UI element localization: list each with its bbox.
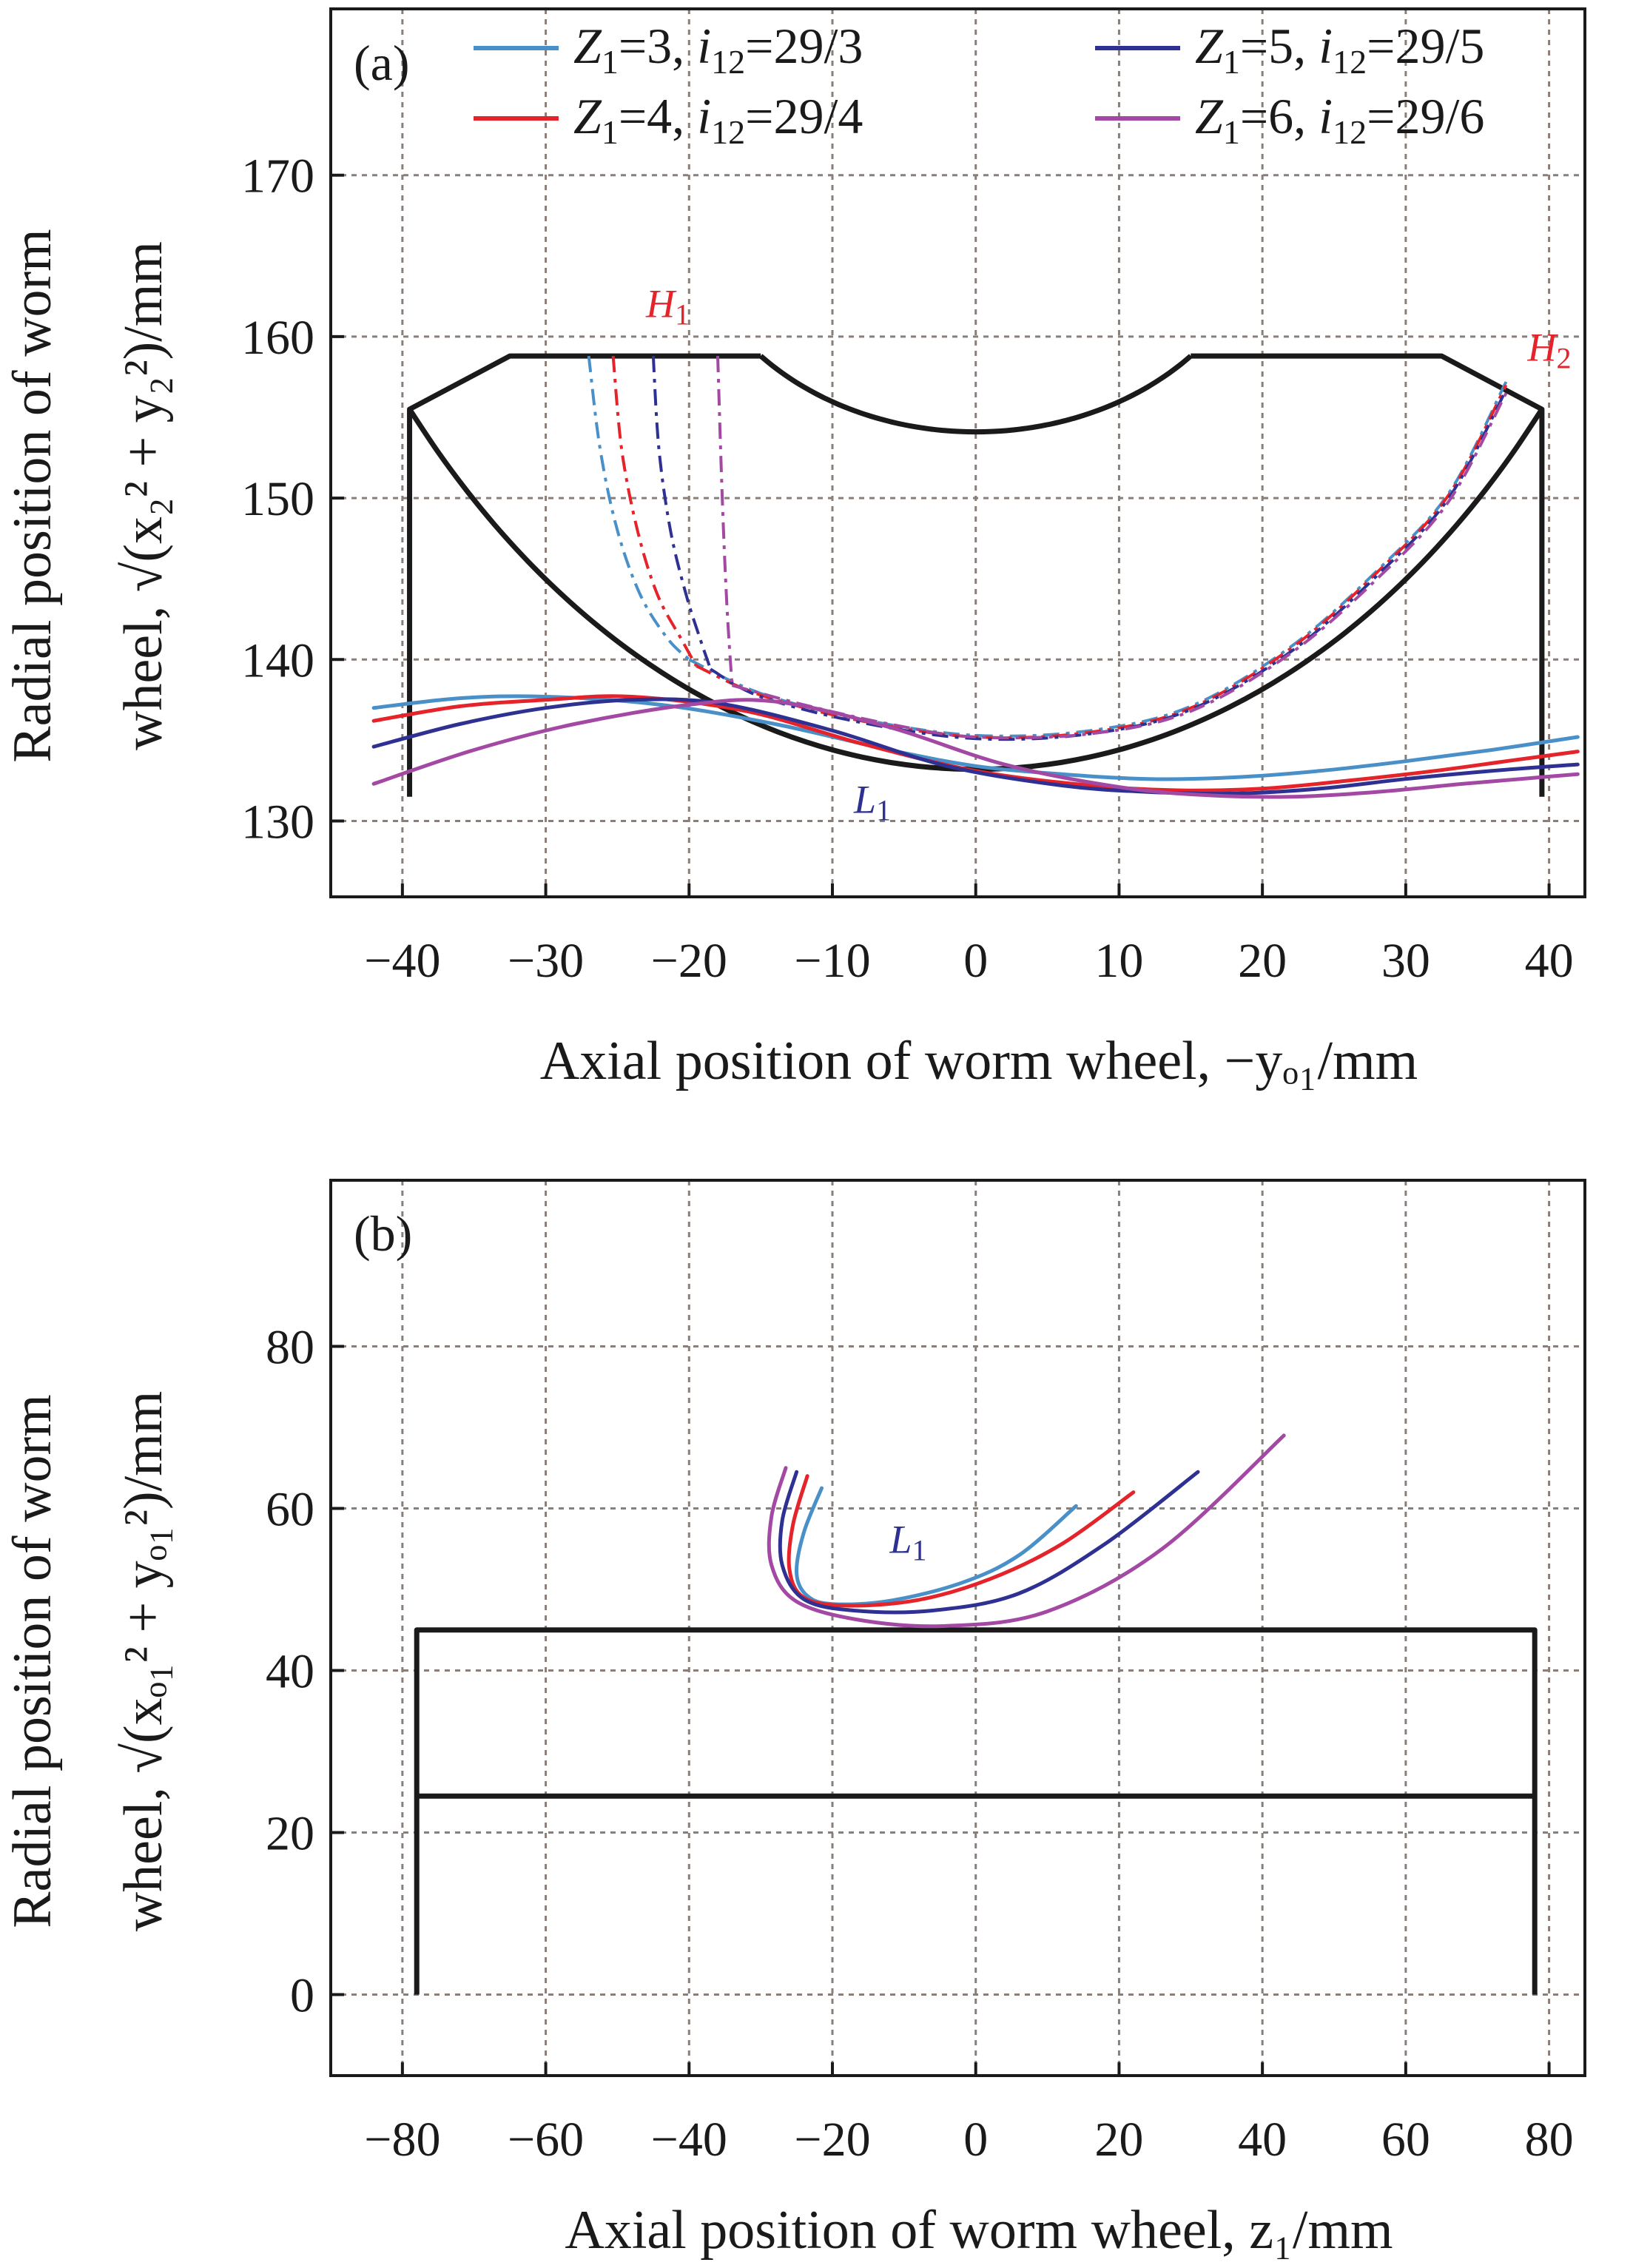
series-a-2-curve xyxy=(371,697,1580,796)
x-tick-label-b-0: −80 xyxy=(364,2113,440,2167)
x-tick-label-b-4: 0 xyxy=(963,2113,988,2167)
series-a-0-boundary-curve xyxy=(587,355,690,661)
x-tick-label-b-1: −60 xyxy=(508,2113,584,2167)
panel-label-b: (b) xyxy=(354,1205,412,1262)
x-tick-label-a-7: 30 xyxy=(1381,934,1430,988)
series-b-2-curve xyxy=(778,1470,1200,1615)
panel-label-a: (a) xyxy=(354,35,409,91)
x-tick-label-b-3: −20 xyxy=(794,2113,870,2167)
legend-a: Z1=3, i12=29/3 Z1=4, i12=29/4 Z1=5, i12=29… xyxy=(474,18,1484,151)
x-tick-label-a-1: −30 xyxy=(508,934,584,988)
annotation-a-2: L1 xyxy=(853,778,891,827)
worm-wheel-outline-a xyxy=(407,353,1545,797)
x-tick-label-a-3: −10 xyxy=(794,934,870,988)
x-axis-label-a: Axial position of worm wheel, −yₒ₁/mm xyxy=(540,1031,1418,1091)
x-tick-label-a-2: −20 xyxy=(651,934,727,988)
series-a-1-contact-curve xyxy=(696,384,1508,739)
x-tick-label-a-0: −40 xyxy=(364,934,440,988)
plot-frame-b xyxy=(329,1179,1586,2077)
outline-segment-a-1 xyxy=(1191,353,1545,797)
contact-lines-a xyxy=(371,355,1580,799)
y-tick-label-a-4: 170 xyxy=(241,149,314,203)
x-tick-label-a-6: 20 xyxy=(1238,934,1287,988)
legend-label-3: Z1=6, i12=29/6 xyxy=(1195,88,1484,151)
legend-label-0: Z1=3, i12=29/3 xyxy=(573,18,863,81)
x-tick-label-b-5: 20 xyxy=(1094,2113,1143,2167)
x-axis-label-b: Axial position of worm wheel, z₁/mm xyxy=(565,2200,1393,2261)
x-tick-label-b-6: 40 xyxy=(1238,2113,1287,2167)
x-tick-label-b-7: 60 xyxy=(1381,2113,1430,2167)
series-a-1-boundary-curve xyxy=(611,355,698,667)
x-tick-label-a-8: 40 xyxy=(1525,934,1574,988)
plot-frame-a xyxy=(329,7,1586,898)
annotation-a-1: H2 xyxy=(1527,326,1572,375)
y-tick-label-b-4: 80 xyxy=(266,1320,314,1374)
y-tick-label-a-2: 150 xyxy=(241,472,314,526)
outline-segment-b-0 xyxy=(414,1627,1538,1995)
x-tick-label-b-8: 80 xyxy=(1525,2113,1574,2167)
annotations-a: H1 H2 L1 xyxy=(645,282,1571,827)
x-tick-label-a-4: 0 xyxy=(963,934,988,988)
contact-lines-b xyxy=(767,1433,1286,1629)
series-a-3-contact-curve xyxy=(731,392,1508,740)
y-tick-label-b-3: 60 xyxy=(266,1482,314,1536)
series-b-1-curve xyxy=(787,1474,1136,1608)
y-tick-label-a-1: 140 xyxy=(241,633,314,687)
series-a-2-boundary-curve xyxy=(651,355,713,670)
y-axis-label-b-line2: wheel, √(xₒ₁² + yₒ₁²)/mm xyxy=(113,1391,174,1932)
series-a-3-boundary-curve xyxy=(716,356,734,686)
legend-label-1: Z1=4, i12=29/4 xyxy=(573,88,863,151)
annotation-a-0: H1 xyxy=(645,282,690,332)
y-tick-label-b-0: 0 xyxy=(290,1968,314,2022)
y-tick-label-b-2: 40 xyxy=(266,1644,314,1698)
y-axis-label-a-line2: wheel, √(x₂² + y₂²)/mm xyxy=(113,241,174,750)
annotations-b: L1 xyxy=(889,1518,926,1567)
series-b-3-curve xyxy=(767,1433,1286,1629)
annotation-b-0: L1 xyxy=(889,1518,926,1567)
legend-label-2: Z1=5, i12=29/5 xyxy=(1195,18,1484,81)
ticks-b: −80 −60 −40 −20 0 20 40 60 80 0 20 40 60 80 xyxy=(266,1320,1574,2167)
y-axis-label-b-line1: Radial position of worm xyxy=(2,1394,63,1928)
y-tick-label-b-1: 20 xyxy=(266,1806,314,1860)
y-tick-label-a-0: 130 xyxy=(241,795,314,849)
panel-b: −80 −60 −40 −20 0 20 40 60 80 0 20 40 60 80 L1 (b) Ax… xyxy=(2,1179,1586,2261)
series-a-3-curve xyxy=(371,698,1580,799)
outline-top-arc-a xyxy=(758,354,1193,435)
x-tick-label-a-5: 10 xyxy=(1094,934,1143,988)
ticks-a: −40 −30 −20 −10 0 10 20 30 40 130 140 150 160 170 xyxy=(241,149,1574,988)
x-tick-label-b-2: −40 xyxy=(651,2113,727,2167)
worm-outline-b xyxy=(414,1627,1538,1995)
y-axis-label-a-line1: Radial position of worm xyxy=(2,229,63,762)
y-tick-label-a-3: 160 xyxy=(241,311,314,365)
series-a-2-contact-curve xyxy=(710,388,1508,741)
outline-segment-a-0 xyxy=(407,353,761,797)
